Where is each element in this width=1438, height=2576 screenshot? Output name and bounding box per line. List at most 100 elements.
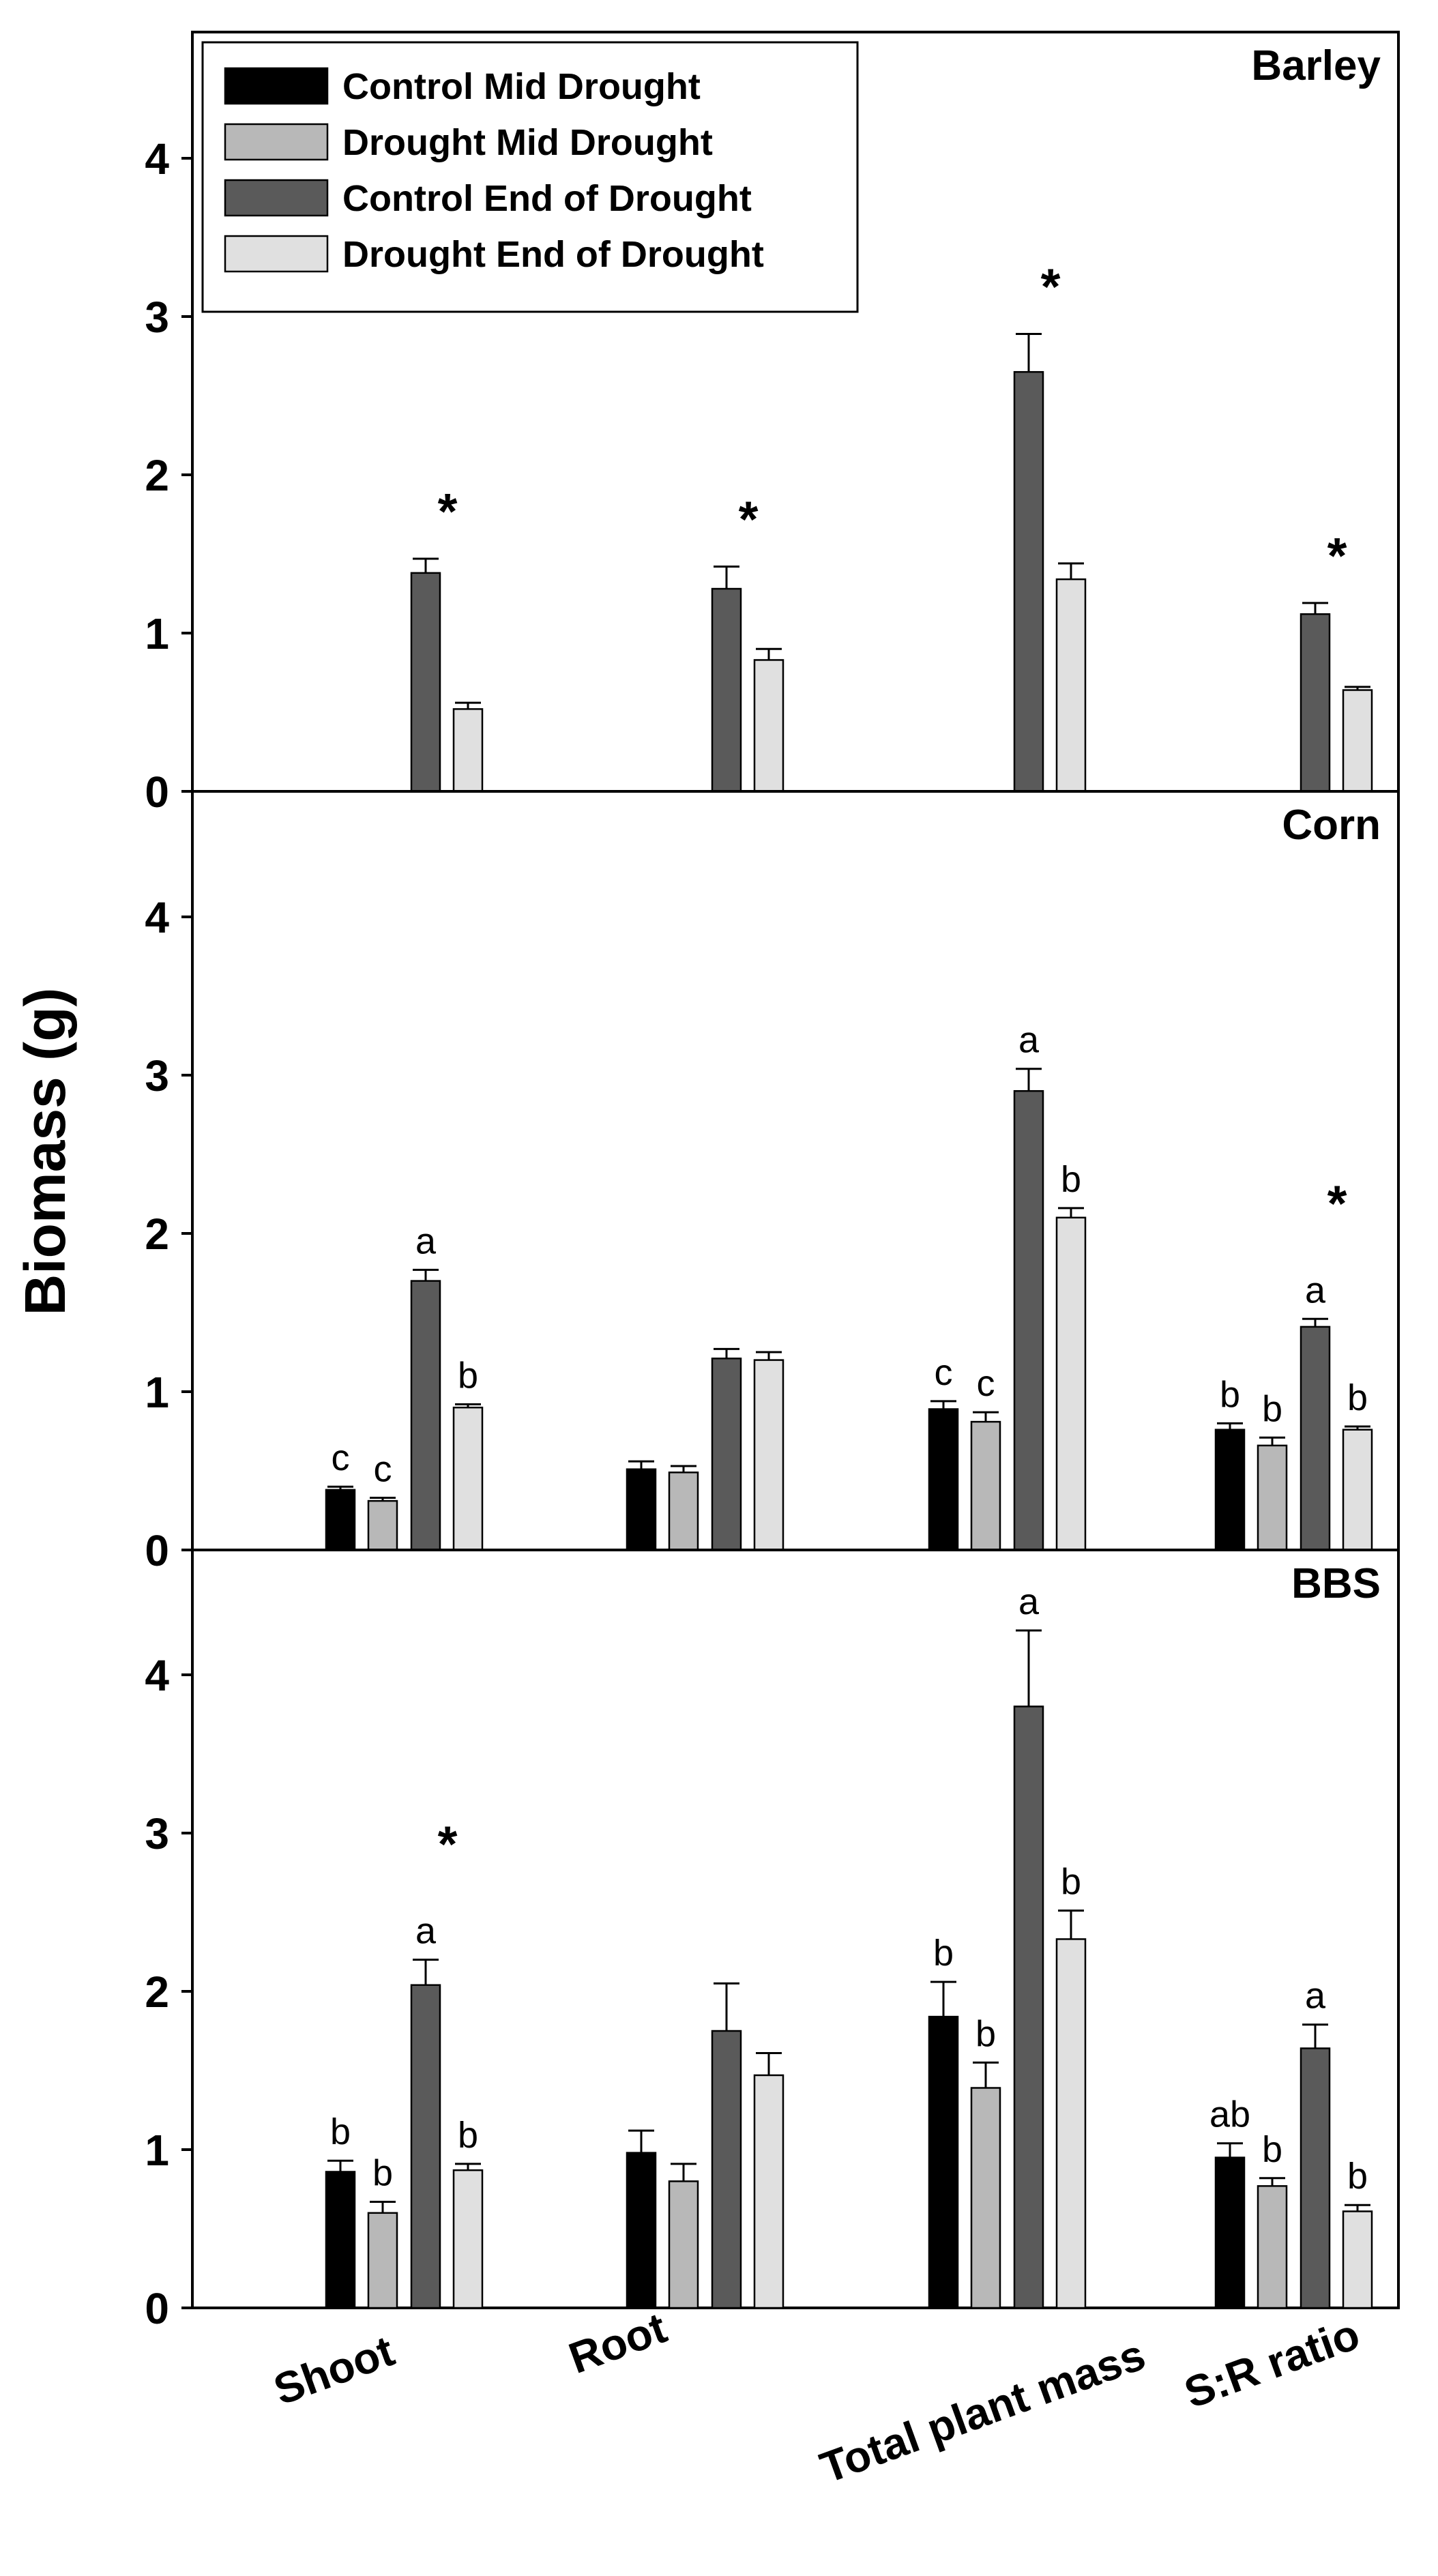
legend-label: Control End of Drought xyxy=(342,178,752,219)
bar-corn-1-1 xyxy=(668,1472,699,1551)
significance-star: * xyxy=(438,1816,458,1873)
bar-corn-3-0 xyxy=(452,1406,484,1551)
significance-letter: b xyxy=(372,2153,393,2194)
panel-frame xyxy=(191,1549,1400,2309)
bar-bbs-2-1 xyxy=(711,2030,742,2309)
bar-corn-3-1 xyxy=(753,1359,784,1551)
y-tick-label: 2 xyxy=(145,1967,169,2017)
legend-swatch xyxy=(224,235,329,273)
y-tick-label: 4 xyxy=(145,1651,169,1700)
y-tick-label: 1 xyxy=(145,609,169,658)
significance-letter: ab xyxy=(1209,2094,1250,2135)
y-tick-label: 0 xyxy=(145,2284,169,2333)
y-tick-label: 0 xyxy=(145,1526,169,1575)
bar-corn-1-2 xyxy=(970,1420,1001,1551)
y-tick-label: 1 xyxy=(145,2126,169,2175)
legend-label: Drought Mid Drought xyxy=(342,122,713,163)
significance-letter: a xyxy=(1018,1020,1040,1061)
bar-bbs-0-1 xyxy=(626,2152,657,2309)
significance-letter: b xyxy=(458,2115,478,2156)
y-tick-label: 4 xyxy=(145,893,169,942)
bar-corn-2-3 xyxy=(1300,1326,1331,1551)
bar-bbs-2-0 xyxy=(410,1984,441,2309)
bar-barley-3-0 xyxy=(452,708,484,793)
y-tick-label: 4 xyxy=(145,134,169,184)
significance-letter: b xyxy=(1220,1374,1240,1415)
bar-barley-3-1 xyxy=(753,659,784,793)
significance-letter: a xyxy=(415,1220,437,1261)
bar-bbs-1-1 xyxy=(668,2180,699,2309)
significance-star: * xyxy=(1327,527,1347,584)
bar-bbs-3-2 xyxy=(1055,1938,1087,2309)
bar-barley-3-3 xyxy=(1342,689,1373,793)
category-label: Root xyxy=(563,2303,673,2383)
bar-corn-0-3 xyxy=(1214,1429,1246,1551)
bar-bbs-1-2 xyxy=(970,2087,1001,2309)
panel-title: Corn xyxy=(1282,802,1381,849)
significance-star: * xyxy=(438,483,458,540)
panel-barley: 0 1 2 3 4 Barley * * * * xyxy=(145,31,1400,817)
significance-letter: b xyxy=(1262,1388,1282,1429)
category-label: Total plant mass xyxy=(814,2330,1151,2493)
bar-corn-2-2 xyxy=(1013,1089,1044,1551)
panel-title: Barley xyxy=(1251,42,1381,89)
significance-letter: b xyxy=(458,1356,478,1396)
significance-letter: c xyxy=(374,1448,392,1489)
significance-letter: a xyxy=(415,1911,437,1952)
legend: Control Mid Drought Drought Mid Drought Co… xyxy=(201,41,859,313)
category-labels: Shoot Root Total plant mass S:R ratio xyxy=(267,2303,1366,2493)
bar-barley-2-1 xyxy=(711,587,742,793)
significance-letter: b xyxy=(1061,1159,1081,1200)
bar-bbs-1-0 xyxy=(367,2212,398,2309)
bar-barley-2-0 xyxy=(410,572,441,793)
y-tick-label: 3 xyxy=(145,293,169,342)
significance-letter: b xyxy=(1061,1862,1081,1903)
bar-bbs-3-1 xyxy=(753,2074,784,2309)
significance-letter: c xyxy=(332,1437,350,1478)
bar-corn-1-3 xyxy=(1257,1444,1288,1551)
y-tick-label: 0 xyxy=(145,767,169,817)
significance-letter: b xyxy=(975,2013,996,2054)
significance-letter: b xyxy=(933,1933,954,1974)
bar-corn-1-0 xyxy=(367,1499,398,1551)
significance-letter: b xyxy=(1262,2129,1282,2170)
bar-bbs-2-3 xyxy=(1300,2047,1331,2309)
bar-barley-2-2 xyxy=(1013,370,1044,793)
y-tick-label: 3 xyxy=(145,1051,169,1100)
y-tick-label: 2 xyxy=(145,451,169,500)
legend-label: Control Mid Drought xyxy=(342,66,701,107)
bar-corn-3-2 xyxy=(1055,1216,1087,1551)
y-axis-label: Biomass (g) xyxy=(13,988,77,1316)
panel-title: BBS xyxy=(1291,1560,1381,1607)
significance-letter: c xyxy=(935,1352,953,1393)
legend-swatch xyxy=(224,67,329,105)
bar-barley-3-2 xyxy=(1055,578,1087,793)
bar-bbs-2-2 xyxy=(1013,1706,1044,2309)
bar-bbs-0-0 xyxy=(325,2171,356,2309)
significance-star: * xyxy=(1327,1175,1347,1231)
bar-corn-0-2 xyxy=(928,1408,959,1551)
bar-bbs-0-3 xyxy=(1214,2156,1246,2309)
legend-label: Drought End of Drought xyxy=(342,234,764,275)
bar-corn-2-1 xyxy=(711,1358,742,1551)
category-label: S:R ratio xyxy=(1178,2309,1366,2418)
significance-star: * xyxy=(739,491,759,548)
bar-corn-2-0 xyxy=(410,1280,441,1551)
y-tick-label: 3 xyxy=(145,1809,169,1858)
bar-bbs-3-0 xyxy=(452,2169,484,2309)
bar-bbs-3-3 xyxy=(1342,2210,1373,2309)
significance-letter: a xyxy=(1305,1976,1326,2017)
bar-barley-2-3 xyxy=(1300,613,1331,793)
bar-bbs-1-3 xyxy=(1257,2185,1288,2309)
y-tick-label: 1 xyxy=(145,1368,169,1417)
bar-corn-3-3 xyxy=(1342,1429,1373,1551)
significance-star: * xyxy=(1041,259,1061,315)
significance-letter: a xyxy=(1018,1581,1040,1622)
bar-bbs-0-2 xyxy=(928,2015,959,2309)
significance-letter: b xyxy=(1347,1377,1368,1418)
bar-corn-0-0 xyxy=(325,1489,356,1551)
